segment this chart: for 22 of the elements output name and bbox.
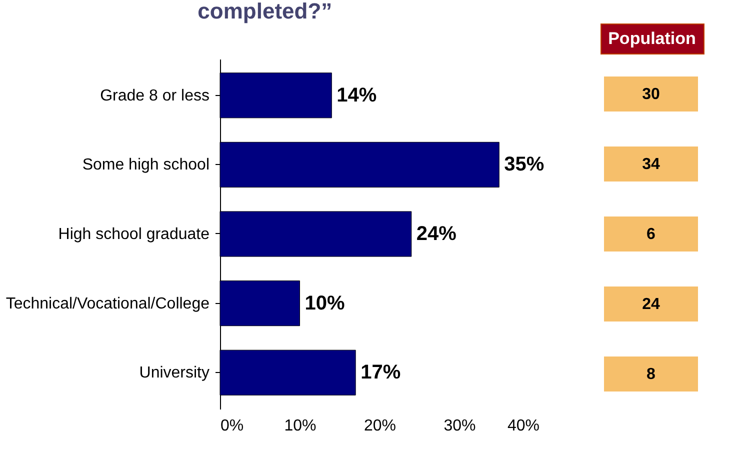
x-tick-label: 30%: [444, 418, 476, 434]
data-label: 24: [642, 296, 660, 313]
data-label: 6: [646, 226, 656, 243]
x-tick-label: 10%: [284, 418, 316, 434]
data-label: 14%: [336, 84, 377, 106]
x-tick-label: 0%: [220, 418, 244, 434]
data-label: 8: [646, 366, 656, 383]
y-tick-label: University: [139, 364, 210, 382]
x-tick-label: 40%: [507, 418, 540, 434]
y-tick-label: Grade 8 or less: [100, 87, 210, 104]
data-label: 34: [642, 156, 660, 173]
data-label: 10%: [304, 292, 345, 314]
text: Population: [608, 29, 696, 48]
data-label: 35%: [504, 154, 544, 176]
chart-title: completed?”: [198, 0, 332, 24]
data-label: 24%: [416, 223, 457, 245]
y-tick-label: High school graduate: [58, 226, 210, 243]
data-label: 17%: [360, 362, 401, 384]
x-tick-label: 20%: [364, 418, 396, 434]
data-label: 30: [642, 86, 660, 103]
y-tick-label: Some high school: [82, 156, 210, 174]
y-tick-label: Technical/Vocational/College: [6, 295, 210, 312]
